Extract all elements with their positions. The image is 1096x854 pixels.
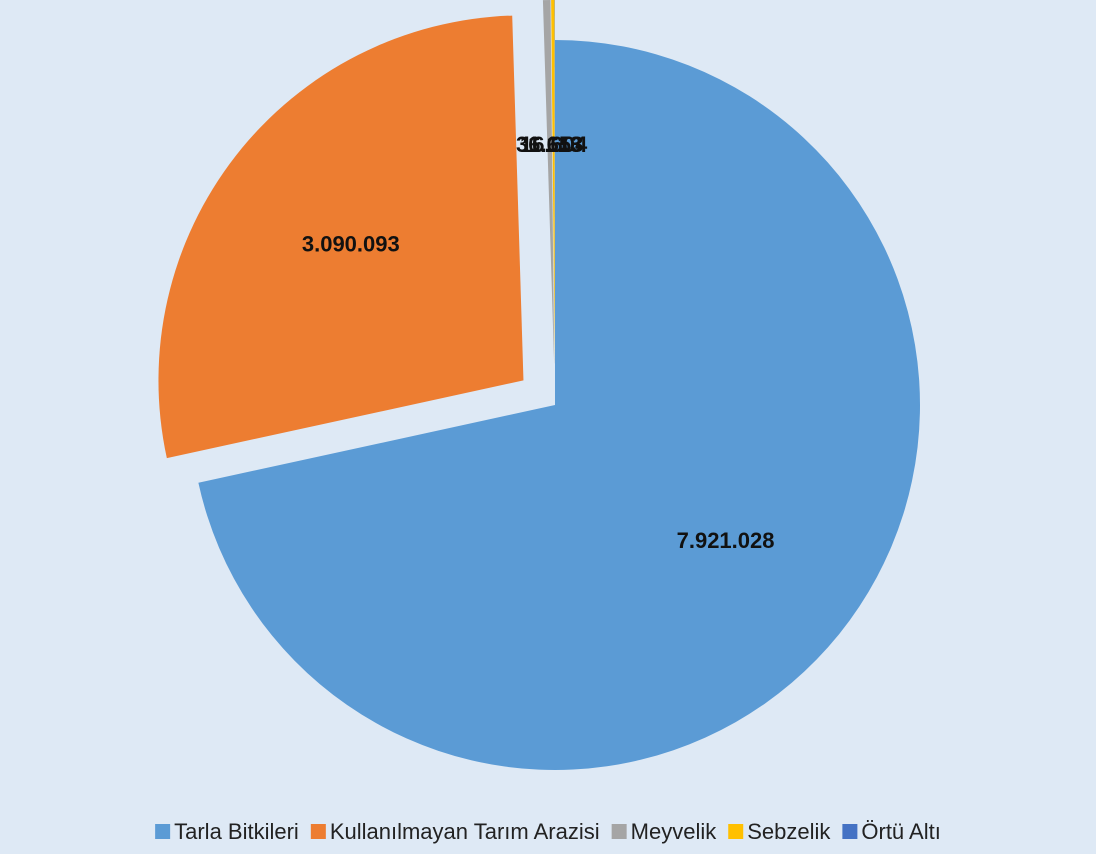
pie-slice [542, 0, 555, 366]
data-label: 36.653 [516, 132, 583, 157]
pie-slice [158, 15, 524, 459]
data-label: 16.604 [520, 132, 588, 157]
legend-label: Sebzelik [747, 819, 831, 844]
pie-slice [198, 40, 920, 770]
legend-swatch [310, 824, 326, 839]
legend-label: Örtü Altı [861, 819, 940, 844]
legend-label: Meyvelik [631, 819, 718, 844]
legend-swatch [728, 824, 744, 839]
data-label: 1.113 [528, 132, 582, 157]
pie-slice [551, 0, 555, 366]
legend-swatch [842, 824, 858, 839]
data-label: 3.090.093 [302, 231, 400, 256]
legend-swatch [155, 824, 171, 839]
legend-swatch [611, 824, 627, 839]
data-label: 7.921.028 [677, 528, 775, 553]
legend-label: Kullanılmayan Tarım Arazisi [330, 819, 600, 844]
legend-label: Tarla Bitkileri [174, 819, 299, 844]
